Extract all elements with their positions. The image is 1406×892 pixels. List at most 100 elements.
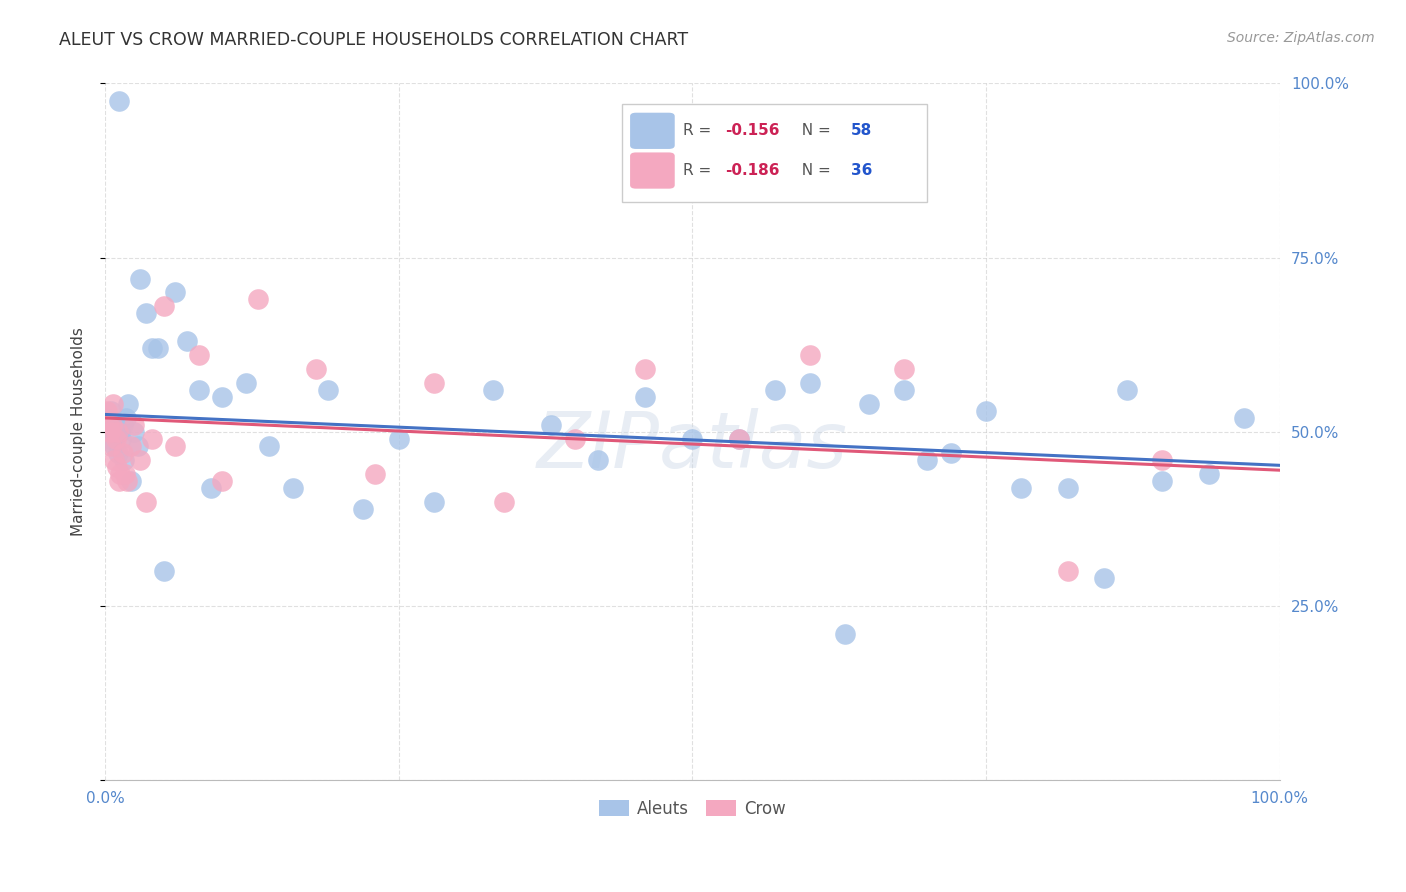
Point xyxy=(152,300,174,314)
Point xyxy=(211,390,233,404)
Text: R =: R = xyxy=(683,123,716,138)
Point xyxy=(108,474,131,488)
Point xyxy=(1057,481,1080,495)
Point xyxy=(103,397,125,411)
Point xyxy=(728,432,751,446)
Point xyxy=(188,348,211,362)
Point xyxy=(110,467,132,481)
Point xyxy=(98,432,121,446)
Point xyxy=(141,432,163,446)
Point xyxy=(235,376,257,390)
Point xyxy=(127,439,149,453)
Point xyxy=(893,383,915,397)
Point xyxy=(135,306,157,320)
Point xyxy=(120,439,142,453)
Point xyxy=(146,341,169,355)
Point xyxy=(588,452,610,467)
Point xyxy=(728,432,751,446)
FancyBboxPatch shape xyxy=(621,104,928,202)
Point xyxy=(165,439,187,453)
FancyBboxPatch shape xyxy=(630,112,675,149)
Point xyxy=(1233,411,1256,425)
Text: ALEUT VS CROW MARRIED-COUPLE HOUSEHOLDS CORRELATION CHART: ALEUT VS CROW MARRIED-COUPLE HOUSEHOLDS … xyxy=(59,31,688,49)
Point xyxy=(110,432,132,446)
Point xyxy=(259,439,281,453)
Point xyxy=(104,428,127,442)
Point xyxy=(799,376,821,390)
Point xyxy=(124,425,146,439)
Point xyxy=(858,397,880,411)
Point xyxy=(120,474,142,488)
Point xyxy=(107,446,129,460)
Point xyxy=(152,564,174,578)
Point xyxy=(364,467,387,481)
Point xyxy=(103,425,125,439)
Point xyxy=(316,383,339,397)
Point xyxy=(114,467,136,481)
Point xyxy=(100,404,122,418)
Point xyxy=(101,417,124,432)
Point xyxy=(111,417,134,432)
Point xyxy=(141,341,163,355)
Text: N =: N = xyxy=(792,123,835,138)
Point xyxy=(124,417,146,432)
Point xyxy=(108,94,131,108)
Point xyxy=(1198,467,1220,481)
Point xyxy=(893,362,915,376)
Point xyxy=(103,452,125,467)
Point xyxy=(1010,481,1032,495)
Legend: Aleuts, Crow: Aleuts, Crow xyxy=(592,793,793,824)
Point xyxy=(135,494,157,508)
Point xyxy=(211,474,233,488)
Point xyxy=(117,397,139,411)
Point xyxy=(974,404,997,418)
Text: -0.156: -0.156 xyxy=(725,123,780,138)
Point xyxy=(1057,564,1080,578)
Point xyxy=(799,348,821,362)
Point xyxy=(111,446,134,460)
Point xyxy=(1152,452,1174,467)
Point xyxy=(200,481,222,495)
Point xyxy=(105,459,128,474)
Point xyxy=(105,421,128,435)
Point xyxy=(129,452,152,467)
Text: Source: ZipAtlas.com: Source: ZipAtlas.com xyxy=(1227,31,1375,45)
FancyBboxPatch shape xyxy=(630,153,675,189)
Point xyxy=(97,417,120,432)
Point xyxy=(634,390,657,404)
Point xyxy=(634,362,657,376)
Point xyxy=(96,411,118,425)
Point xyxy=(112,452,135,467)
Point xyxy=(104,432,127,446)
Point xyxy=(98,425,121,439)
Point xyxy=(100,439,122,453)
Text: 58: 58 xyxy=(851,123,872,138)
Point xyxy=(1116,383,1139,397)
Point xyxy=(494,494,516,508)
Point xyxy=(681,432,703,446)
Point xyxy=(165,285,187,300)
Point xyxy=(540,417,562,432)
Point xyxy=(96,404,118,418)
Point xyxy=(305,362,328,376)
Text: -0.186: -0.186 xyxy=(725,163,780,178)
Point xyxy=(101,414,124,428)
Point xyxy=(917,452,939,467)
Point xyxy=(129,271,152,285)
Point xyxy=(481,383,503,397)
Point xyxy=(352,501,374,516)
Point xyxy=(110,425,132,439)
Point xyxy=(188,383,211,397)
Point xyxy=(763,383,786,397)
Y-axis label: Married-couple Households: Married-couple Households xyxy=(72,327,86,536)
Text: ZIPatlas: ZIPatlas xyxy=(537,408,848,483)
Text: R =: R = xyxy=(683,163,716,178)
Point xyxy=(117,474,139,488)
Point xyxy=(423,376,446,390)
Point xyxy=(176,334,198,349)
Point xyxy=(423,494,446,508)
Point xyxy=(281,481,304,495)
Point xyxy=(564,432,586,446)
Point xyxy=(107,425,129,439)
Point xyxy=(97,417,120,432)
